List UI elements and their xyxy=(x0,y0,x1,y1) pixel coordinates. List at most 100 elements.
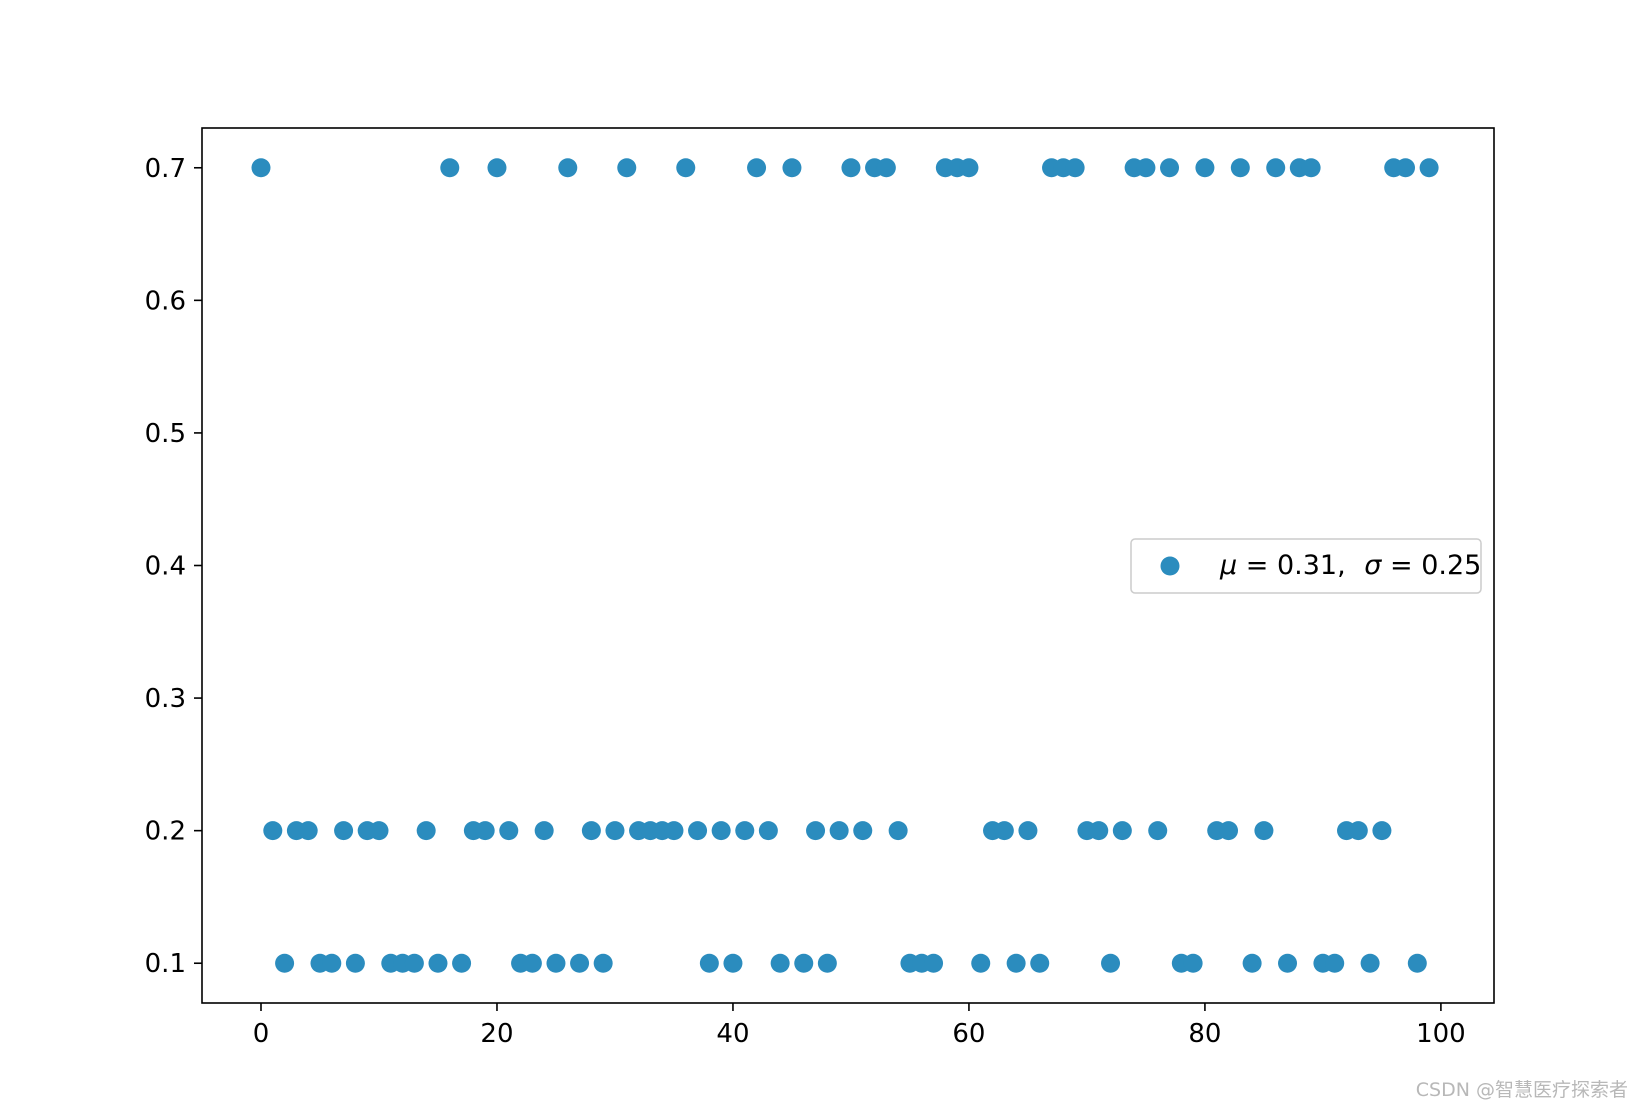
data-point xyxy=(334,821,354,841)
legend-box xyxy=(1130,538,1482,594)
data-point xyxy=(1230,158,1250,178)
data-point xyxy=(664,821,684,841)
y-tick-label: 0.7 xyxy=(145,154,186,184)
data-point xyxy=(806,821,826,841)
data-point xyxy=(794,953,814,973)
data-point xyxy=(959,158,979,178)
data-point xyxy=(251,158,271,178)
y-tick-label: 0.6 xyxy=(145,286,186,316)
data-point xyxy=(570,953,590,973)
x-tick-label: 100 xyxy=(1416,1019,1466,1049)
legend-sigma-value: = 0.25 xyxy=(1390,550,1481,581)
data-point xyxy=(688,821,708,841)
data-point xyxy=(1112,821,1132,841)
data-point xyxy=(416,821,436,841)
data-point xyxy=(546,953,566,973)
data-point xyxy=(1101,953,1121,973)
y-tick-label: 0.4 xyxy=(145,552,186,582)
data-point xyxy=(888,821,908,841)
data-point xyxy=(817,953,837,973)
legend-label: μ = 0.31, σ = 0.25 xyxy=(1219,550,1481,581)
data-point xyxy=(558,158,578,178)
data-point xyxy=(1419,158,1439,178)
data-point xyxy=(605,821,625,841)
data-point xyxy=(1301,158,1321,178)
data-point xyxy=(782,158,802,178)
data-point xyxy=(1030,953,1050,973)
y-axis: 0.1 0.2 0.3 0.4 0.5 0.6 0.7 xyxy=(145,154,202,979)
data-point xyxy=(1195,158,1215,178)
data-point xyxy=(581,821,601,841)
legend: μ = 0.31, σ = 0.25 xyxy=(1130,538,1482,594)
data-point xyxy=(275,953,295,973)
data-point xyxy=(1396,158,1416,178)
data-point xyxy=(699,953,719,973)
legend-mu-value: = 0.31, xyxy=(1246,550,1346,581)
data-point xyxy=(1266,158,1286,178)
data-point xyxy=(1278,953,1298,973)
data-point xyxy=(534,821,554,841)
data-point xyxy=(971,953,991,973)
x-tick-label: 0 xyxy=(253,1019,270,1049)
data-point xyxy=(522,953,542,973)
legend-sigma: σ xyxy=(1364,550,1382,581)
data-point xyxy=(1219,821,1239,841)
data-point xyxy=(475,821,495,841)
x-tick-label: 80 xyxy=(1188,1019,1221,1049)
x-tick-label: 60 xyxy=(952,1019,985,1049)
data-point xyxy=(487,158,507,178)
legend-mu: μ xyxy=(1219,550,1237,581)
data-point xyxy=(1372,821,1392,841)
data-point xyxy=(1136,158,1156,178)
data-point xyxy=(298,821,318,841)
data-point xyxy=(263,821,283,841)
data-point xyxy=(1254,821,1274,841)
data-point xyxy=(711,821,731,841)
data-point xyxy=(440,158,460,178)
watermark: CSDN @智慧医疗探索者 xyxy=(1415,1079,1628,1101)
data-point xyxy=(758,821,778,841)
y-tick-label: 0.5 xyxy=(145,419,186,449)
data-point xyxy=(924,953,944,973)
y-tick-label: 0.3 xyxy=(145,684,186,714)
data-point xyxy=(876,158,896,178)
x-tick-label: 40 xyxy=(716,1019,749,1049)
data-point xyxy=(1325,953,1345,973)
data-point xyxy=(322,953,342,973)
data-point xyxy=(1407,953,1427,973)
data-point xyxy=(452,953,472,973)
data-point xyxy=(676,158,696,178)
data-point xyxy=(404,953,424,973)
data-point xyxy=(345,953,365,973)
data-point xyxy=(747,158,767,178)
data-point xyxy=(1360,953,1380,973)
data-point xyxy=(994,821,1014,841)
data-point xyxy=(735,821,755,841)
data-point xyxy=(770,953,790,973)
data-point xyxy=(617,158,637,178)
data-point xyxy=(841,158,861,178)
legend-marker xyxy=(1160,556,1180,576)
y-tick-label: 0.1 xyxy=(145,949,186,979)
data-point xyxy=(1065,158,1085,178)
data-point xyxy=(829,821,849,841)
data-point xyxy=(1183,953,1203,973)
data-point xyxy=(853,821,873,841)
scatter-points xyxy=(251,158,1439,973)
x-tick-label: 20 xyxy=(480,1019,513,1049)
data-point xyxy=(1006,953,1026,973)
data-point xyxy=(1160,158,1180,178)
data-point xyxy=(1148,821,1168,841)
data-point xyxy=(1242,953,1262,973)
data-point xyxy=(428,953,448,973)
data-point xyxy=(723,953,743,973)
data-point xyxy=(1089,821,1109,841)
data-point xyxy=(369,821,389,841)
x-axis: 0 20 40 60 80 100 xyxy=(253,1003,1466,1049)
data-point xyxy=(1348,821,1368,841)
data-point xyxy=(1018,821,1038,841)
data-point xyxy=(499,821,519,841)
data-point xyxy=(593,953,613,973)
y-tick-label: 0.2 xyxy=(145,817,186,847)
